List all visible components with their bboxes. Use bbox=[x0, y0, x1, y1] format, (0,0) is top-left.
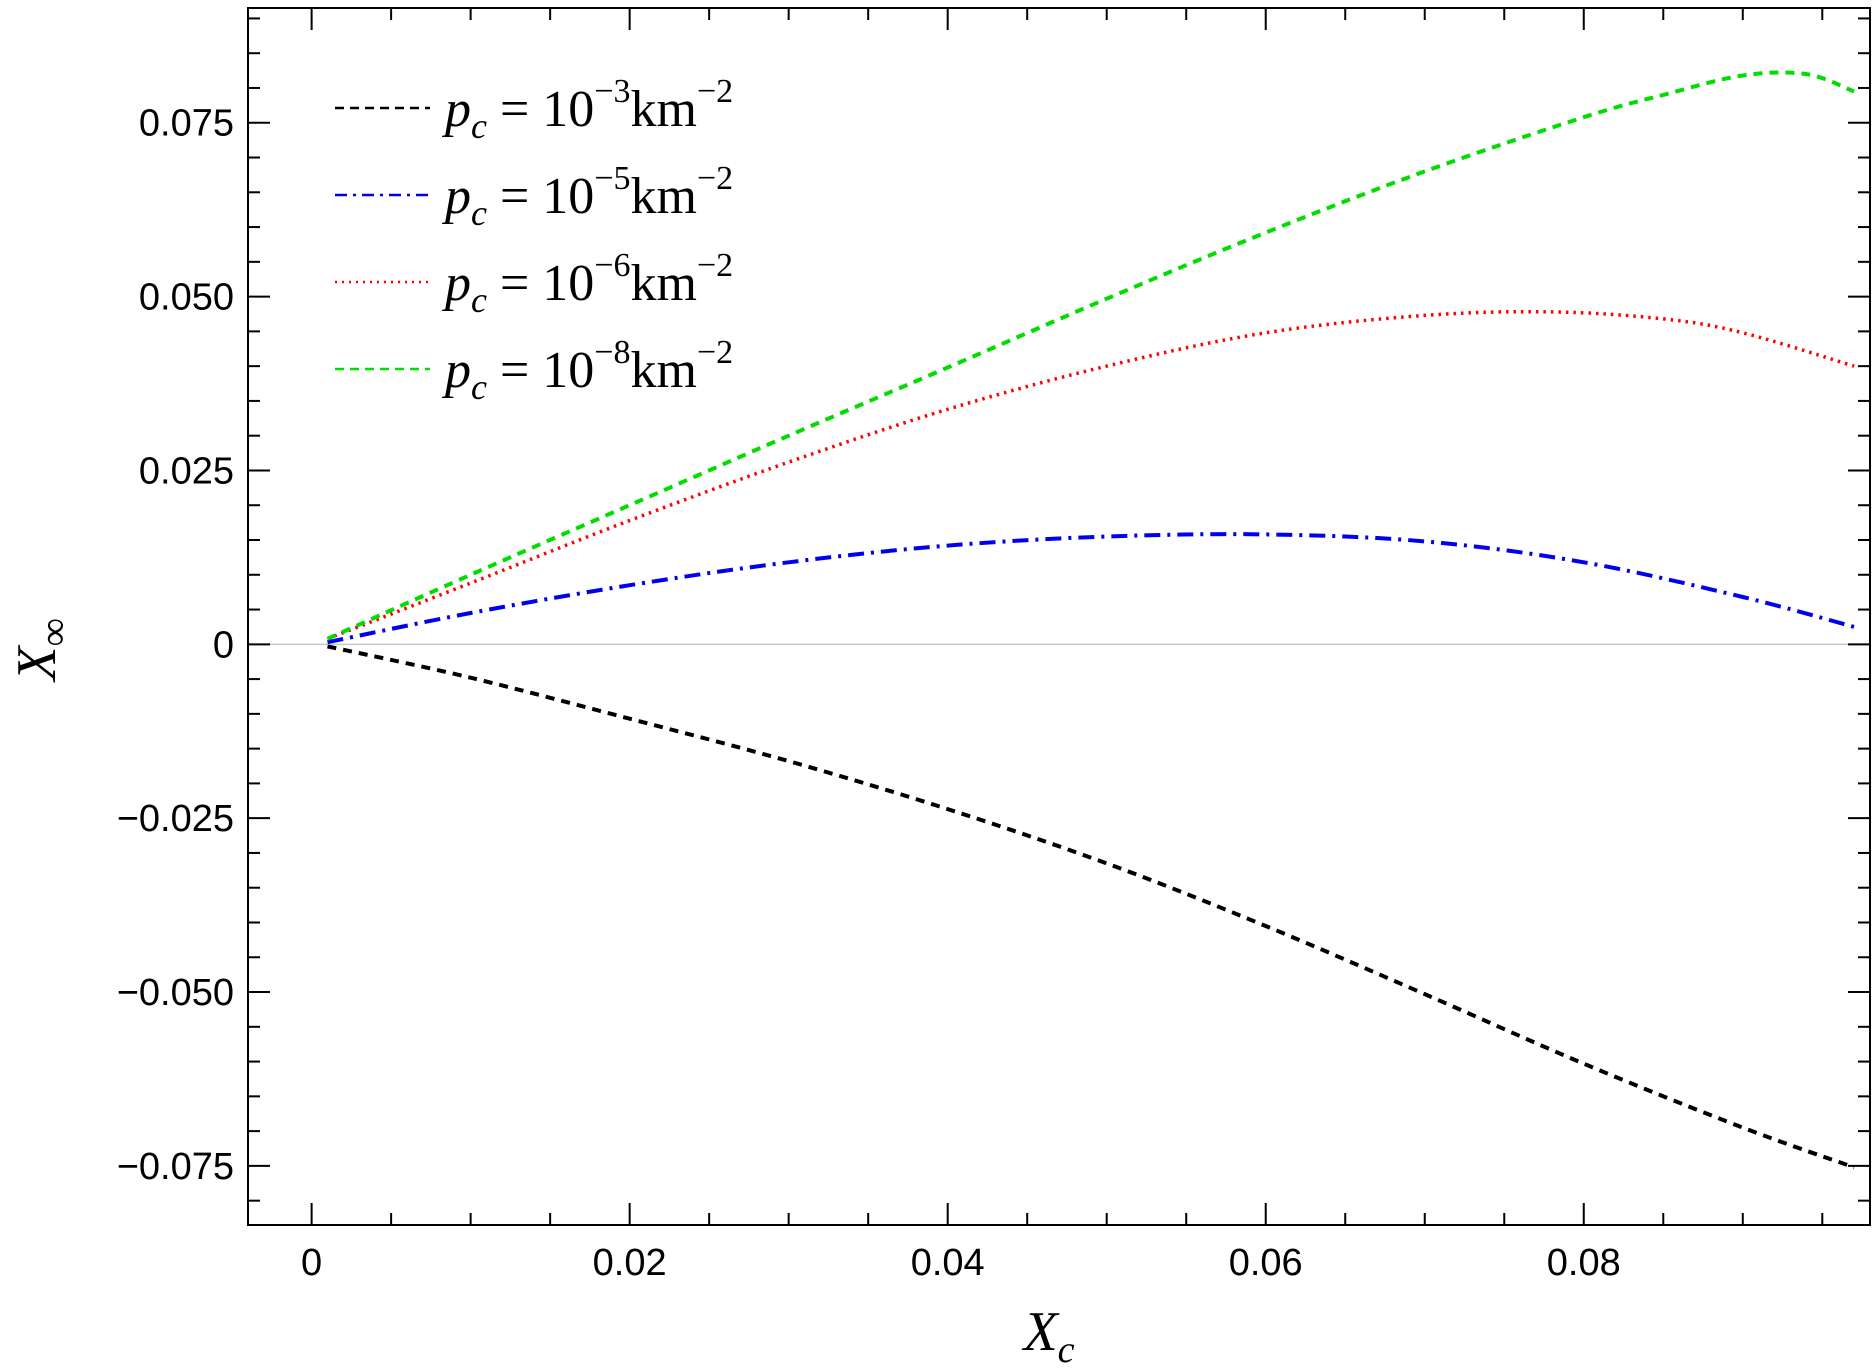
plot-frame bbox=[247, 7, 1871, 1226]
legend-label-part: −3 bbox=[594, 73, 630, 110]
series-line-0 bbox=[327, 644, 1855, 1170]
legend-entry-label: pc = 10−5km−2 bbox=[441, 160, 733, 233]
legend-label-part: km bbox=[631, 255, 697, 312]
legend-label-part: −2 bbox=[697, 247, 733, 284]
y-axis-title-main: X bbox=[6, 644, 68, 683]
legend-label-part: = 10 bbox=[487, 168, 594, 225]
series bbox=[326, 70, 1855, 1170]
legend-label-part: −2 bbox=[697, 160, 733, 197]
y-tick-label: 0.025 bbox=[139, 450, 234, 492]
ticks bbox=[248, 8, 1870, 1225]
x-axis-title-main: X bbox=[1021, 1301, 1060, 1363]
legend-label-part: p bbox=[441, 168, 471, 225]
y-tick-label: −0.025 bbox=[117, 798, 234, 840]
y-tick-label: 0.075 bbox=[139, 103, 234, 145]
legend-label-part: km bbox=[631, 168, 697, 225]
legend-label-part: −8 bbox=[594, 334, 630, 371]
legend-label-part: c bbox=[471, 106, 487, 146]
legend-label-part: p bbox=[441, 342, 471, 399]
tick-labels: 0 0.02 0.04 0.06 0.08 −0.075 −0.050 −0.025 0 0.02… bbox=[117, 103, 1621, 1284]
legend-label-part: p bbox=[441, 255, 471, 312]
x-tick-label: 0.08 bbox=[1547, 1242, 1621, 1284]
legend-label-part: = 10 bbox=[487, 342, 594, 399]
y-axis-title-sub: ∞ bbox=[31, 618, 76, 647]
legend-label-part: km bbox=[631, 81, 697, 138]
x-axis-title-sub: c bbox=[1058, 1329, 1075, 1371]
y-tick-label: 0.050 bbox=[139, 277, 234, 319]
y-axis-title: X∞ bbox=[6, 618, 76, 683]
x-tick-label: 0.04 bbox=[911, 1242, 985, 1284]
legend-label-part: km bbox=[631, 342, 697, 399]
legend-label-part: −2 bbox=[697, 334, 733, 371]
legend-entry-label: pc = 10−3km−2 bbox=[441, 73, 733, 146]
x-axis-title: Xc bbox=[1021, 1301, 1074, 1371]
x-tick-label: 0.06 bbox=[1229, 1242, 1303, 1284]
x-tick-label: 0.02 bbox=[593, 1242, 667, 1284]
series-line-1 bbox=[327, 532, 1855, 645]
y-tick-label: −0.075 bbox=[117, 1146, 234, 1188]
legend: pc = 10−3km−2pc = 10−5km−2pc = 10−6km−2p… bbox=[335, 73, 733, 407]
legend-label-part: c bbox=[471, 280, 487, 320]
legend-label-part: p bbox=[441, 81, 471, 138]
x-tick-label: 0 bbox=[301, 1242, 322, 1284]
legend-label-part: c bbox=[471, 193, 487, 233]
series-line-3 bbox=[326, 70, 1855, 641]
legend-label-part: = 10 bbox=[487, 255, 594, 312]
legend-label-part: −5 bbox=[594, 160, 630, 197]
legend-entry-label: pc = 10−6km−2 bbox=[441, 247, 733, 320]
legend-label-part: −2 bbox=[697, 73, 733, 110]
legend-label-part: = 10 bbox=[487, 81, 594, 138]
legend-label-part: −6 bbox=[594, 247, 630, 284]
legend-label-part: c bbox=[471, 367, 487, 407]
y-tick-label: −0.050 bbox=[117, 972, 234, 1014]
y-tick-label: 0 bbox=[213, 624, 234, 666]
series-line-2 bbox=[326, 309, 1855, 641]
legend-entry-label: pc = 10−8km−2 bbox=[441, 334, 733, 407]
